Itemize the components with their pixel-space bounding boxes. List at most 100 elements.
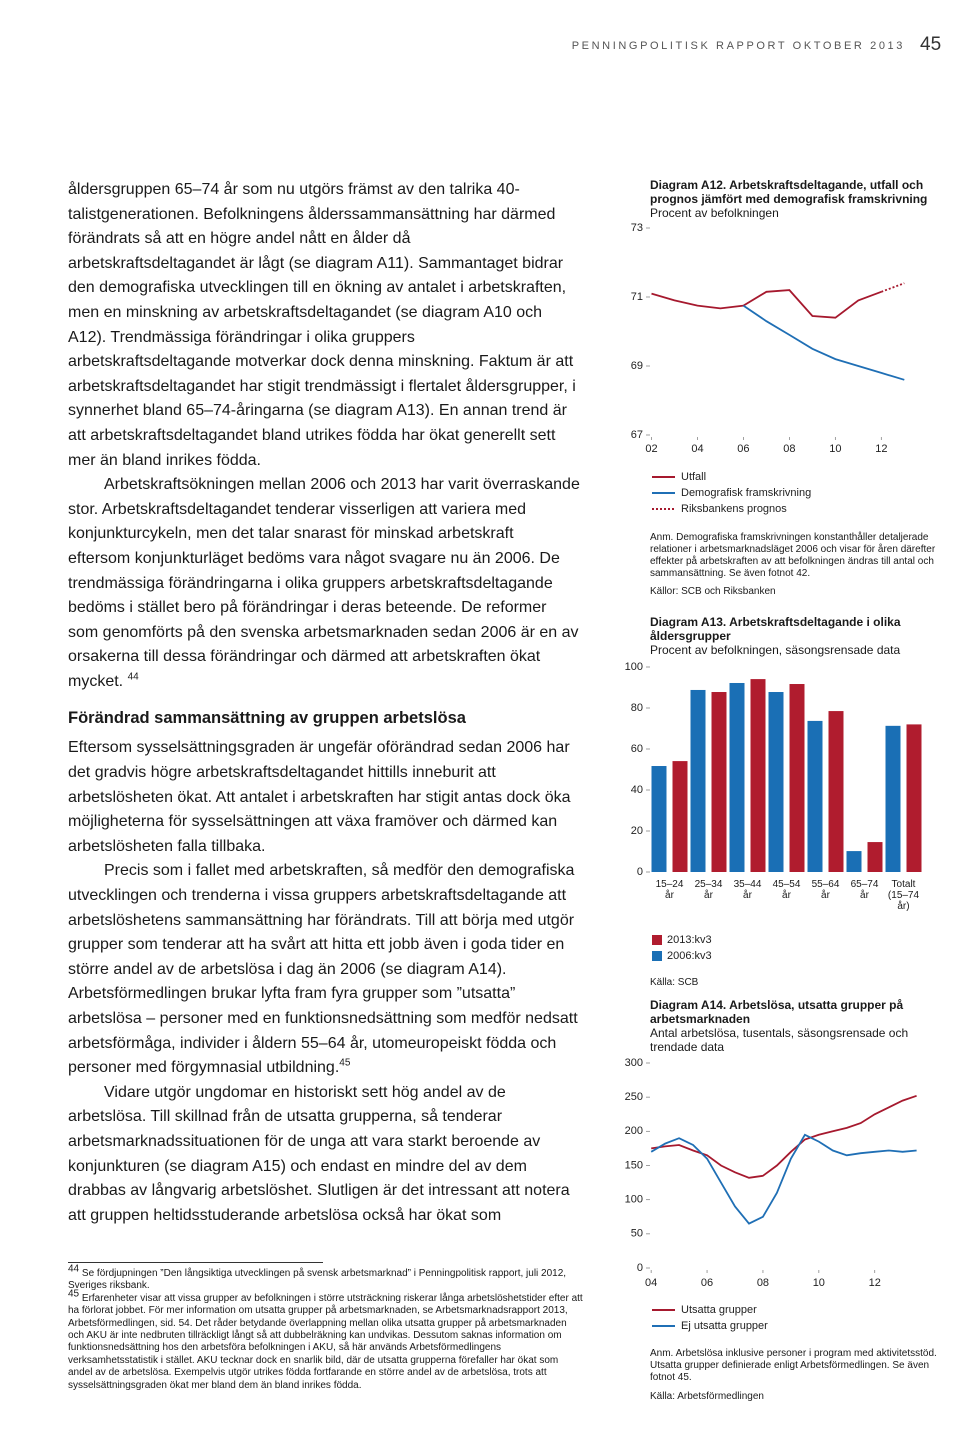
series-line (880, 282, 905, 293)
x-tick-label: Totalt (15–74 år) (887, 879, 920, 912)
chart-source: Källor: SCB och Riksbanken (650, 586, 776, 597)
bar (828, 711, 844, 872)
chart-title-text: Diagram A12. Arbetskraftsdeltagande, utf… (650, 178, 928, 206)
paragraph: åldersgruppen 65–74 år som nu utgörs frä… (68, 178, 580, 473)
footnote: 45 Erfarenheter visar att vissa grupper … (68, 1289, 583, 1392)
bar (846, 851, 862, 872)
paragraph: Precis som i fallet med arbetskraften, s… (68, 859, 580, 1080)
y-tick-label: 60 (631, 743, 643, 755)
x-tick-label: 45–54 år (772, 879, 801, 901)
chart-subtitle: Antal arbetslösa, tusentals, säsongsrens… (650, 1026, 909, 1054)
chart-title: Diagram A13. Arbetskraftsdeltagande i ol… (650, 615, 950, 657)
series-line (651, 1094, 917, 1179)
page-number: 45 (920, 34, 942, 55)
footnote-number: 44 (68, 1263, 80, 1275)
bar (867, 842, 883, 872)
bar (729, 682, 745, 872)
y-tick-label: 73 (631, 222, 643, 234)
bar (885, 725, 901, 872)
legend-label: Ej utsatta grupper (681, 1320, 768, 1332)
y-tick-label: 50 (631, 1228, 643, 1240)
x-tick-label: 15–24 år (655, 879, 684, 901)
footnote-ref[interactable]: 44 (127, 671, 139, 683)
y-tick-label: 0 (637, 866, 643, 878)
bar (672, 761, 688, 872)
series-line (650, 1133, 917, 1225)
x-tick-label: 12 (869, 1277, 881, 1289)
x-tick-label: 04 (645, 1277, 657, 1289)
chart-subtitle: Procent av befolkningen (650, 206, 779, 220)
legend-label: 2013:kv3 (667, 934, 712, 946)
x-tick-label: 08 (783, 443, 795, 455)
x-tick-label: 02 (645, 443, 657, 455)
chart-source: Källa: Arbetsförmedlingen (650, 1391, 764, 1402)
bar (906, 724, 922, 872)
series-line (742, 304, 905, 381)
x-tick-label: 10 (813, 1277, 825, 1289)
paragraph-text: Precis som i fallet med arbetskraften, s… (68, 862, 578, 1077)
section-heading: Förändrad sammansättning av gruppen arbe… (68, 709, 466, 728)
legend-label: Demografisk framskrivning (681, 487, 811, 499)
chart-note: Anm. Arbetslösa inklusive personer i pro… (650, 1348, 937, 1383)
footnote-text: Erfarenheter visar att vissa grupper av … (68, 1292, 583, 1391)
y-tick-label: 300 (625, 1057, 643, 1069)
footnotes: 44 Se fördjupningen ”Den långsiktiga utv… (68, 1264, 583, 1392)
y-tick-label: 80 (631, 702, 643, 714)
y-tick-label: 71 (631, 291, 643, 303)
y-tick-label: 100 (625, 661, 643, 673)
bar (651, 766, 667, 872)
y-tick-label: 0 (637, 1262, 643, 1274)
bar (768, 692, 784, 872)
footnote-ref[interactable]: 45 (339, 1057, 351, 1069)
paragraph-text: Vidare utgör ungdomar en historiskt sett… (68, 1083, 570, 1224)
y-tick-label: 200 (625, 1125, 643, 1137)
x-tick-label: 06 (737, 443, 749, 455)
legend-swatch (652, 951, 662, 961)
body-text: åldersgruppen 65–74 år som nu utgörs frä… (68, 178, 580, 1228)
x-tick-label: 25–34 år (694, 879, 723, 901)
bar (807, 720, 823, 872)
chart-source: Källa: SCB (650, 977, 699, 988)
paragraph: Eftersom sysselsättningsgraden är ungefä… (68, 736, 580, 859)
y-tick-label: 250 (625, 1091, 643, 1103)
legend-label: Riksbankens prognos (681, 503, 787, 515)
footnote: 44 Se fördjupningen ”Den långsiktiga utv… (68, 1264, 583, 1293)
paragraph-text: Arbetskraftsökningen mellan 2006 och 201… (68, 476, 580, 690)
legend-label: 2006:kv3 (667, 950, 712, 962)
paragraph: Vidare utgör ungdomar en historiskt sett… (68, 1081, 580, 1229)
chart-title: Diagram A12. Arbetskraftsdeltagande, utf… (650, 178, 950, 220)
footnote-rule (68, 1262, 323, 1263)
bar (690, 689, 706, 872)
x-tick-label: 65–74 år (850, 879, 879, 901)
paragraph: Arbetskraftsökningen mellan 2006 och 201… (68, 473, 580, 694)
x-tick-label: 35–44 år (733, 879, 762, 901)
legend-label: Utsatta grupper (681, 1304, 757, 1316)
chart-title-text: Diagram A13. Arbetskraftsdeltagande i ol… (650, 615, 901, 643)
running-header: PENNINGPOLITISK RAPPORT OKTOBER 2013 (571, 40, 905, 52)
legend-label: Utfall (681, 471, 706, 483)
y-tick-label: 150 (625, 1159, 643, 1171)
footnote-number: 45 (68, 1288, 80, 1300)
y-tick-label: 100 (625, 1194, 643, 1206)
chart-title-text: Diagram A14. Arbetslösa, utsatta grupper… (650, 998, 904, 1026)
series-line (651, 289, 882, 319)
chart-note: Anm. Demografiska framskrivningen konsta… (650, 532, 936, 579)
footnote-text: Se fördjupningen ”Den långsiktiga utveck… (68, 1268, 567, 1292)
y-tick-label: 69 (631, 360, 643, 372)
y-tick-label: 40 (631, 784, 643, 796)
y-tick-label: 20 (631, 825, 643, 837)
x-tick-label: 08 (757, 1277, 769, 1289)
chart-title: Diagram A14. Arbetslösa, utsatta grupper… (650, 998, 950, 1054)
x-tick-label: 55–64 år (811, 879, 840, 901)
y-tick-label: 67 (631, 429, 643, 441)
bar (750, 679, 766, 872)
paragraph-text: åldersgruppen 65–74 år som nu utgörs frä… (68, 181, 576, 469)
x-tick-label: 04 (691, 443, 703, 455)
chart-subtitle: Procent av befolkningen, säsongsrensade … (650, 643, 901, 657)
paragraph-text: Eftersom sysselsättningsgraden är ungefä… (68, 739, 571, 855)
x-tick-label: 12 (875, 443, 887, 455)
x-tick-label: 10 (829, 443, 841, 455)
x-tick-label: 06 (701, 1277, 713, 1289)
